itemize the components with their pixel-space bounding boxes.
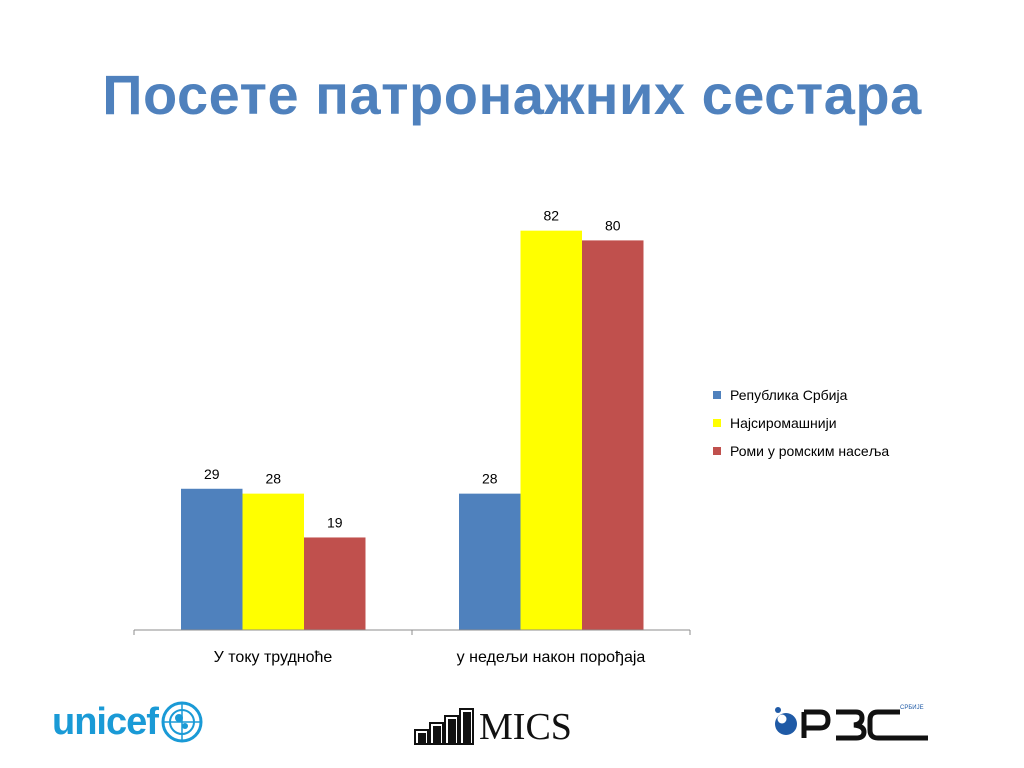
- unicef-wordmark: unicef: [52, 700, 159, 743]
- unicef-logo: unicef: [52, 697, 204, 747]
- legend-swatch-1: [713, 391, 721, 399]
- x-tick-label-2: у недељи након порођаја: [457, 649, 646, 666]
- legend-swatch-2: [713, 419, 721, 427]
- rzs-small-label: СРБИЈЕ: [900, 705, 924, 711]
- bar-1-series-1: [181, 488, 243, 630]
- mics-wordmark: MICS: [479, 706, 572, 748]
- rzs-logo: СРБИЈЕ: [775, 705, 928, 741]
- bar-2-series-2: [520, 230, 582, 630]
- data-label-2-series-3: 80: [605, 217, 621, 233]
- bar-1-series-2: [242, 493, 304, 630]
- data-label-1-series-1: 29: [204, 466, 220, 482]
- legend-item-1: Република Србија: [713, 381, 889, 409]
- unicef-emblem-icon: [161, 701, 203, 743]
- bar-2-series-3: [582, 240, 644, 630]
- bar-2-series-1: [459, 493, 521, 630]
- legend-label-1: Република Србија: [730, 387, 848, 403]
- legend-item-2: Најсиромашнији: [713, 409, 889, 437]
- legend-swatch-3: [713, 447, 721, 455]
- mics-bars-icon: [414, 708, 474, 745]
- legend-label-3: Роми у ромским насеља: [730, 443, 890, 459]
- x-tick-label-1: У току трудноће: [214, 649, 333, 666]
- mics-logo: MICS: [414, 704, 572, 746]
- legend-label-2: Најсиромашнији: [730, 415, 837, 431]
- data-label-2-series-1: 28: [482, 471, 498, 487]
- legend-item-3: Роми у ромским насеља: [713, 437, 889, 465]
- data-label-1-series-2: 28: [265, 471, 281, 487]
- data-label-2-series-2: 82: [543, 208, 559, 224]
- bar-1-series-3: [304, 537, 366, 630]
- data-label-1-series-3: 19: [327, 514, 343, 530]
- chart-legend: Република Србија Најсиромашнији Роми у ром…: [713, 381, 889, 465]
- slide-title: Посете патронажних сестара: [102, 63, 922, 126]
